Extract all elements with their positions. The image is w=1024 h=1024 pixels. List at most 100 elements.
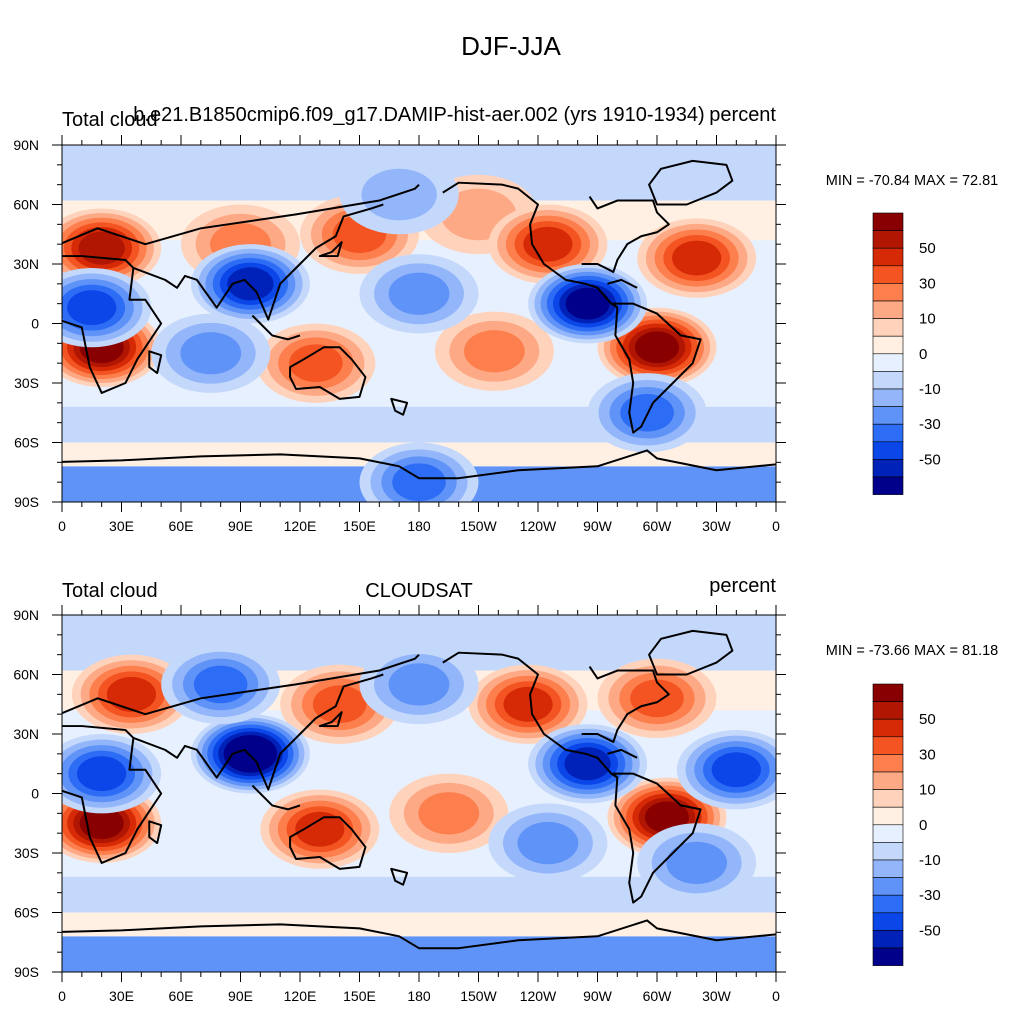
x-tick-label: 30E [109, 988, 134, 1004]
contour-blob [229, 738, 272, 770]
x-tick-label: 0 [58, 988, 66, 1004]
y-tick-label: 30S [14, 375, 39, 391]
x-tick-label: 0 [772, 518, 780, 534]
colorbar-bin [872, 335, 904, 355]
colorbar-bin [872, 459, 904, 478]
contour-blob [392, 463, 446, 502]
colorbar: 50 30 10 0 -10 -30 -50 [872, 683, 941, 966]
zonal-band [62, 912, 776, 937]
contour-field [62, 145, 776, 502]
colorbar-bin [872, 912, 904, 931]
x-tick-label: 60W [643, 988, 673, 1004]
colorbar-bin [872, 230, 904, 249]
contour-blob [312, 685, 367, 724]
contour-blob [523, 226, 573, 262]
colorbar-bin [872, 353, 904, 372]
contour-blob [67, 290, 117, 326]
colorbar-bin [872, 894, 904, 914]
colorbar-label: 50 [919, 711, 936, 728]
colorbar-bin [872, 701, 904, 720]
colorbar: 50 30 10 0 -10 -30 -50 [872, 212, 941, 495]
colorbar-bin [872, 318, 904, 337]
colorbar-bin [872, 406, 904, 425]
x-tick-label: 150W [460, 988, 497, 1004]
panel-right-title: percent [709, 575, 776, 597]
x-tick-label: 0 [58, 518, 66, 534]
contour-blob [295, 811, 345, 847]
bottom-panel: Total cloud CLOUDSAT percent 0 30E 60E 90E 1… [13, 575, 998, 1004]
y-tick-label: 90S [14, 494, 39, 510]
axis-ticks: 0 30E 60E 90E 120E 150E 180 150W 120W 90W 60W 30W 0 9… [13, 135, 786, 534]
contour-field [62, 615, 776, 972]
colorbar-bin [872, 930, 904, 949]
panel-center-title: CLOUDSAT [365, 580, 472, 602]
colorbar-bin [872, 718, 904, 738]
colorbar-bin [872, 683, 904, 702]
panel-left-title: Total cloud [62, 109, 158, 131]
x-tick-label: 120E [284, 518, 317, 534]
colorbar-label: 0 [919, 817, 927, 834]
x-tick-label: 150E [343, 988, 376, 1004]
colorbar-bin [872, 476, 904, 495]
contour-blob [711, 752, 761, 788]
colorbar-bin [872, 754, 904, 773]
contour-blob [517, 821, 579, 865]
colorbar-bin [872, 842, 904, 861]
contour-blob [463, 330, 525, 373]
contour-blob [672, 240, 722, 276]
y-tick-label: 60N [13, 667, 39, 683]
colorbar-bin [872, 789, 904, 808]
colorbar-bin [872, 423, 904, 443]
x-tick-label: 0 [772, 988, 780, 1004]
colorbar-bin [872, 877, 904, 896]
x-tick-label: 60E [169, 518, 194, 534]
contour-blob [666, 841, 728, 885]
contour-blob [180, 332, 242, 375]
y-tick-label: 30S [14, 845, 39, 861]
y-tick-label: 90N [13, 607, 39, 623]
min-max-stats: MIN = -70.84 MAX = 72.81 [826, 173, 998, 189]
colorbar-bin [872, 771, 904, 790]
x-tick-label: 60W [643, 518, 673, 534]
colorbar-bin [872, 388, 904, 407]
contour-blob [644, 801, 690, 834]
colorbar-bin [872, 247, 904, 267]
colorbar-bin [872, 441, 904, 460]
colorbar-bin [872, 859, 904, 878]
colorbar-label: -10 [919, 381, 941, 398]
colorbar-label: 10 [919, 311, 936, 328]
colorbar-bin [872, 806, 904, 826]
axis-ticks: 0 30E 60E 90E 120E 150E 180 150W 120W 90W 60W 30W 0 9… [13, 605, 786, 1004]
contour-blob [227, 267, 274, 301]
contour-blob [79, 807, 124, 840]
x-tick-label: 120W [520, 988, 557, 1004]
min-max-stats: MIN = -73.66 MAX = 81.18 [826, 643, 998, 659]
panel-left-title: Total cloud [62, 580, 158, 602]
colorbar-bin [872, 265, 904, 284]
panel-center-title: b.e21.B1850cmip6.f09_g17.DAMIP-hist-aer.… [133, 104, 704, 126]
colorbar-bin [872, 947, 904, 966]
y-tick-label: 0 [31, 786, 39, 802]
x-tick-label: 180 [407, 988, 431, 1004]
contour-blob [289, 344, 343, 383]
x-tick-label: 150E [343, 518, 376, 534]
x-tick-label: 120E [284, 988, 317, 1004]
x-tick-label: 180 [407, 518, 431, 534]
colorbar-label: 30 [919, 275, 936, 292]
colorbar-bin [872, 371, 904, 390]
y-tick-label: 30N [13, 256, 39, 272]
zonal-band [62, 936, 776, 972]
x-tick-label: 90E [228, 988, 253, 1004]
colorbar-label: -10 [919, 852, 941, 869]
contour-blob [565, 287, 610, 320]
x-tick-label: 150W [460, 518, 497, 534]
colorbar-bin [872, 283, 904, 302]
contour-blob [634, 331, 680, 364]
contour-blob [77, 756, 127, 792]
y-tick-label: 60N [13, 197, 39, 213]
x-tick-label: 30E [109, 518, 134, 534]
top-panel: Total cloud b.e21.B1850cmip6.f09_g17.DAM… [13, 104, 998, 534]
colorbar-label: -50 [919, 922, 941, 939]
colorbar-label: 30 [919, 746, 936, 763]
